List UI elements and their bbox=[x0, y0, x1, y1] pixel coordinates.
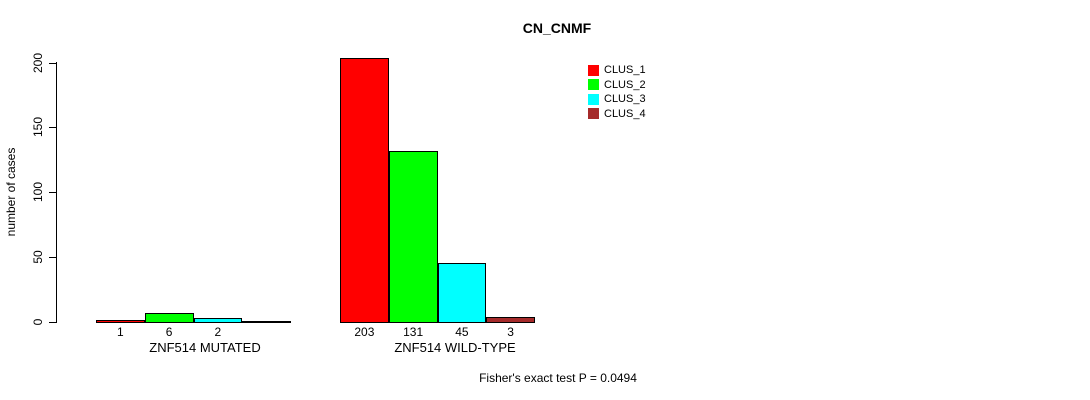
y-tick-label: 0 bbox=[31, 318, 45, 326]
y-tick bbox=[49, 63, 56, 64]
y-axis-line bbox=[56, 62, 57, 323]
y-tick-label: 50 bbox=[31, 250, 45, 264]
legend-label: CLUS_4 bbox=[604, 107, 646, 120]
bar-value-label: 6 bbox=[165, 325, 173, 339]
bar-value-label: 131 bbox=[403, 325, 424, 339]
legend-item: CLUS_3 bbox=[588, 92, 646, 107]
bar-CLUS_1 bbox=[340, 58, 389, 323]
y-tick bbox=[49, 127, 56, 128]
bar-CLUS_1 bbox=[96, 320, 145, 323]
bar-CLUS_4 bbox=[486, 317, 535, 323]
bar-CLUS_4 bbox=[242, 321, 291, 323]
annotation-text: Fisher's exact test P = 0.0494 bbox=[479, 371, 637, 385]
bar-value-label: 2 bbox=[214, 325, 222, 339]
bar-CLUS_2 bbox=[389, 151, 438, 323]
y-tick bbox=[49, 322, 56, 323]
legend-swatch bbox=[588, 64, 599, 76]
y-tick bbox=[49, 257, 56, 258]
category-label: ZNF514 MUTATED bbox=[149, 340, 261, 355]
legend: CLUS_1 CLUS_2 CLUS_3 CLUS_4 bbox=[588, 63, 646, 121]
bar-value-label: 45 bbox=[455, 325, 469, 339]
bar-value-label: 1 bbox=[117, 325, 124, 339]
legend-item: CLUS_4 bbox=[588, 107, 646, 122]
category-label: ZNF514 WILD-TYPE bbox=[394, 340, 516, 355]
bar-CLUS_3 bbox=[194, 318, 242, 323]
y-tick-label: 200 bbox=[31, 52, 45, 74]
bar-value-label: 203 bbox=[354, 325, 375, 339]
chart-title: CN_CNMF bbox=[522, 20, 592, 36]
legend-swatch bbox=[588, 79, 599, 91]
legend-label: CLUS_1 bbox=[604, 64, 646, 77]
y-tick-label: 150 bbox=[31, 116, 45, 138]
legend-item: CLUS_1 bbox=[588, 63, 646, 78]
y-tick bbox=[49, 192, 56, 193]
legend-swatch bbox=[588, 108, 599, 120]
legend-swatch bbox=[588, 93, 599, 105]
y-tick-label: 100 bbox=[31, 181, 45, 203]
legend-item: CLUS_2 bbox=[588, 78, 646, 93]
bar-value-label: 3 bbox=[507, 325, 514, 339]
bar-CLUS_3 bbox=[438, 263, 486, 323]
legend-label: CLUS_2 bbox=[604, 78, 646, 91]
bar-CLUS_2 bbox=[145, 313, 194, 323]
legend-label: CLUS_3 bbox=[604, 93, 646, 106]
y-axis-label: number of cases bbox=[4, 147, 18, 237]
